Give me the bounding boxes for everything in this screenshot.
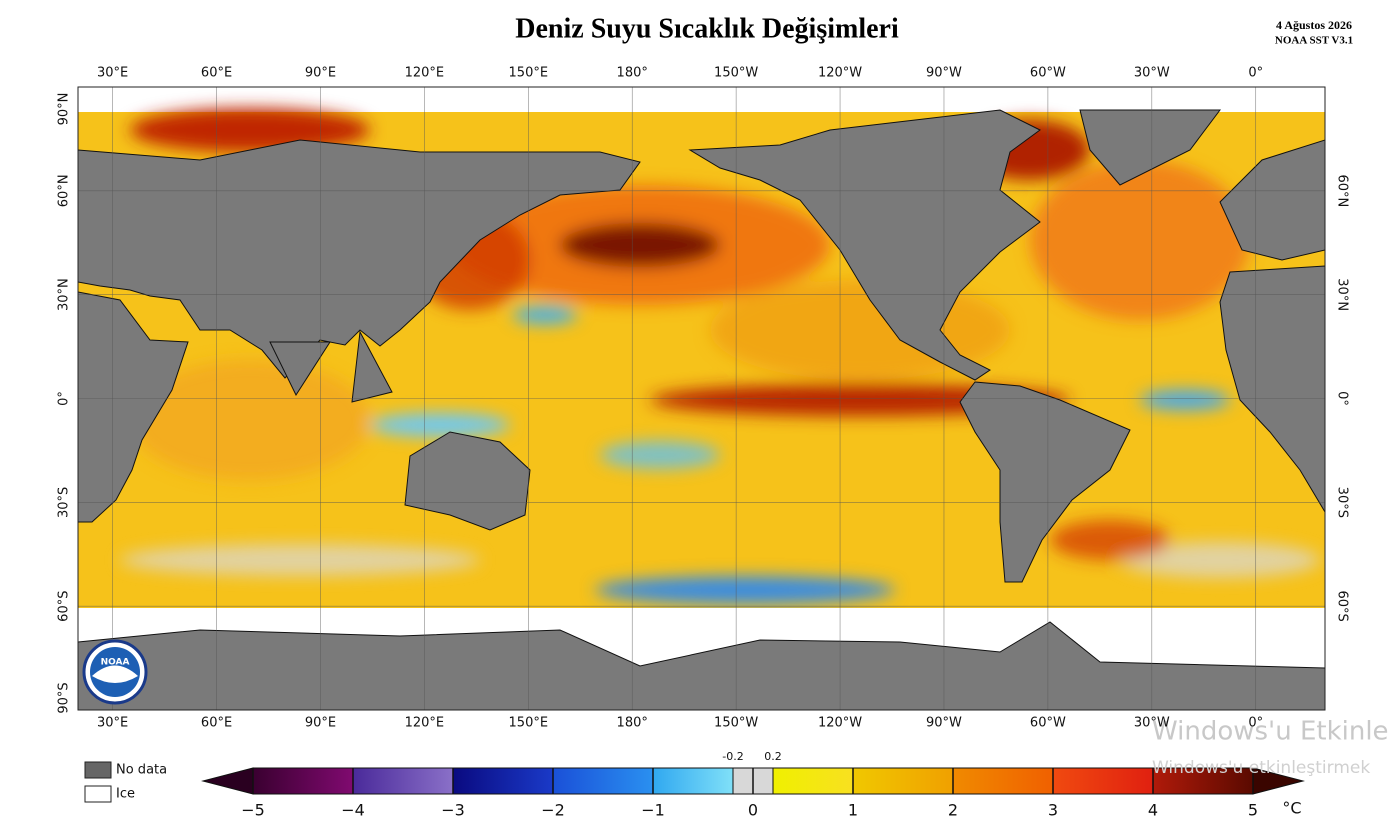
lat-label-left: 30°S — [57, 487, 72, 518]
legend: No data Ice — [84, 761, 167, 803]
colorbar-inner-label: 0.2 — [764, 750, 782, 763]
lon-label-bottom: 30°E — [97, 716, 128, 731]
lon-label-bottom: 60°E — [201, 716, 232, 731]
colorbar-tick-label: 4 — [1148, 801, 1158, 820]
colorbar-tick-label: −2 — [541, 801, 565, 820]
lon-label-top: 60°E — [201, 66, 232, 81]
colorbar-tick-label: −1 — [641, 801, 665, 820]
lon-label-bottom: 120°W — [818, 716, 862, 731]
lat-label-left: 30°N — [57, 278, 72, 311]
lon-label-top: 90°W — [926, 66, 962, 81]
lon-label-bottom: 150°E — [509, 716, 549, 731]
land — [78, 109, 1325, 710]
colorbar-unit: °C — [1282, 799, 1301, 818]
colorbar-segment — [353, 768, 453, 794]
colorbar-segment — [953, 768, 1053, 794]
lon-label-bottom: 120°E — [405, 716, 445, 731]
lat-label-right: 30°N — [1335, 278, 1350, 311]
watermark-title: Windows'u Etkinle — [1152, 717, 1389, 747]
logo-text: NOAA — [101, 658, 130, 668]
lat-label-right: 60°N — [1335, 174, 1350, 207]
lat-label-left: 0° — [57, 391, 72, 406]
colorbar-tick-label: 1 — [848, 801, 858, 820]
noaa-logo: NOAA — [82, 639, 148, 705]
colorbar-tick-label: 2 — [948, 801, 958, 820]
lon-label-top: 120°W — [818, 66, 862, 81]
colorbar-segment — [453, 768, 553, 794]
legend-swatch — [84, 785, 112, 803]
map — [78, 87, 1325, 710]
lon-label-bottom: 180° — [617, 716, 648, 731]
colorbar-tick-label: −4 — [341, 801, 365, 820]
lon-label-bottom: 60°W — [1030, 716, 1066, 731]
lat-label-left: 90°S — [57, 682, 72, 713]
colorbar-tick-label: −3 — [441, 801, 465, 820]
colorbar-segment — [1153, 768, 1253, 794]
lon-label-top: 30°W — [1134, 66, 1170, 81]
lat-label-right: 30°S — [1335, 487, 1350, 518]
lat-label-left: 90°N — [57, 93, 72, 126]
lon-label-top: 120°E — [405, 66, 445, 81]
lat-label-right: 0° — [1335, 391, 1350, 406]
colorbar-tick-label: 0 — [748, 801, 758, 820]
lon-label-top: 180° — [617, 66, 648, 81]
lat-label-left: 60°S — [57, 591, 72, 622]
lon-label-top: 60°W — [1030, 66, 1066, 81]
lat-label-left: 60°N — [57, 174, 72, 207]
lon-label-top: 30°E — [97, 66, 128, 81]
date: 4 Ağustos 2026 — [1276, 18, 1352, 32]
colorbar-segment — [773, 768, 853, 794]
colorbar-inner-label: -0.2 — [722, 750, 743, 763]
lon-label-bottom: 90°E — [305, 716, 336, 731]
lon-label-bottom: 150°W — [714, 716, 758, 731]
lon-label-top: 150°W — [714, 66, 758, 81]
map-frame — [77, 86, 1326, 711]
lat-label-right: 60°S — [1335, 591, 1350, 622]
colorbar-tick-label: −5 — [241, 801, 265, 820]
legend-label: Ice — [116, 787, 135, 802]
colorbar-segment — [853, 768, 953, 794]
lon-label-bottom: 0° — [1248, 716, 1263, 731]
colorbar-under — [201, 767, 254, 795]
title: Deniz Suyu Sıcaklık Değişimleri — [515, 13, 899, 44]
lon-label-bottom: 30°W — [1134, 716, 1170, 731]
source: NOAA SST V3.1 — [1275, 35, 1353, 47]
grid — [78, 87, 1325, 710]
colorbar: −5 −4 −3 −2 −1 0 1 2 3 4 5 -0.2 0.2 °C — [201, 750, 1305, 820]
lon-label-bottom: 90°W — [926, 716, 962, 731]
colorbar-tick-label: 5 — [1248, 801, 1258, 820]
lon-label-top: 0° — [1248, 66, 1263, 81]
legend-swatch — [84, 761, 112, 779]
colorbar-segment — [253, 768, 353, 794]
colorbar-segment — [1053, 768, 1153, 794]
watermark-subtitle: Windows'u etkinleştirmek — [1152, 758, 1370, 778]
colorbar-segment — [553, 768, 653, 794]
lon-label-top: 150°E — [509, 66, 549, 81]
colorbar-tick-label: 3 — [1048, 801, 1058, 820]
lon-label-top: 90°E — [305, 66, 336, 81]
legend-label: No data — [116, 763, 167, 778]
colorbar-segment — [653, 768, 733, 794]
